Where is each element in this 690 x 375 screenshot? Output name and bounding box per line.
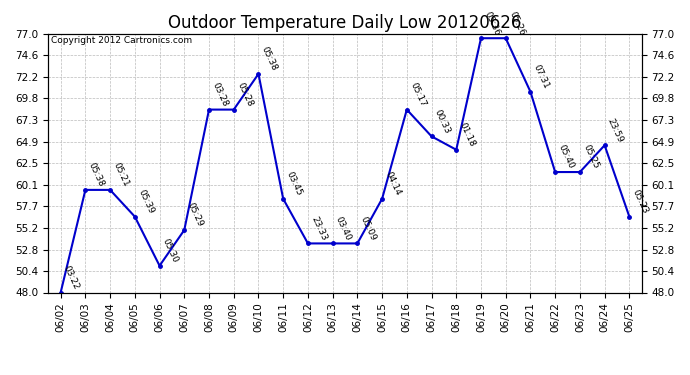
Text: 07:31: 07:31 bbox=[532, 63, 551, 90]
Text: Copyright 2012 Cartronics.com: Copyright 2012 Cartronics.com bbox=[51, 36, 193, 45]
Text: 05:38: 05:38 bbox=[87, 161, 106, 189]
Text: 00:33: 00:33 bbox=[433, 108, 452, 135]
Text: 03:28: 03:28 bbox=[210, 81, 230, 108]
Text: 05:29: 05:29 bbox=[186, 201, 205, 229]
Text: 05:17: 05:17 bbox=[408, 81, 427, 108]
Text: 05:39: 05:39 bbox=[136, 188, 155, 215]
Text: 05:23: 05:23 bbox=[631, 188, 650, 215]
Text: 05:26: 05:26 bbox=[507, 10, 526, 37]
Text: 03:22: 03:22 bbox=[62, 264, 81, 291]
Text: 05:25: 05:25 bbox=[581, 144, 600, 171]
Text: 05:30: 05:30 bbox=[161, 237, 180, 264]
Text: 05:38: 05:38 bbox=[260, 45, 279, 72]
Text: 23:59: 23:59 bbox=[606, 117, 625, 144]
Text: 05:28: 05:28 bbox=[235, 81, 254, 108]
Text: 03:40: 03:40 bbox=[334, 215, 353, 242]
Text: 05:36: 05:36 bbox=[482, 10, 502, 37]
Title: Outdoor Temperature Daily Low 20120626: Outdoor Temperature Daily Low 20120626 bbox=[168, 14, 522, 32]
Text: 01:18: 01:18 bbox=[457, 121, 477, 148]
Text: 05:21: 05:21 bbox=[112, 161, 130, 189]
Text: 05:09: 05:09 bbox=[359, 215, 378, 242]
Text: 23:33: 23:33 bbox=[309, 215, 328, 242]
Text: 05:40: 05:40 bbox=[557, 144, 575, 171]
Text: 04:14: 04:14 bbox=[384, 170, 402, 197]
Text: 03:45: 03:45 bbox=[284, 170, 304, 197]
